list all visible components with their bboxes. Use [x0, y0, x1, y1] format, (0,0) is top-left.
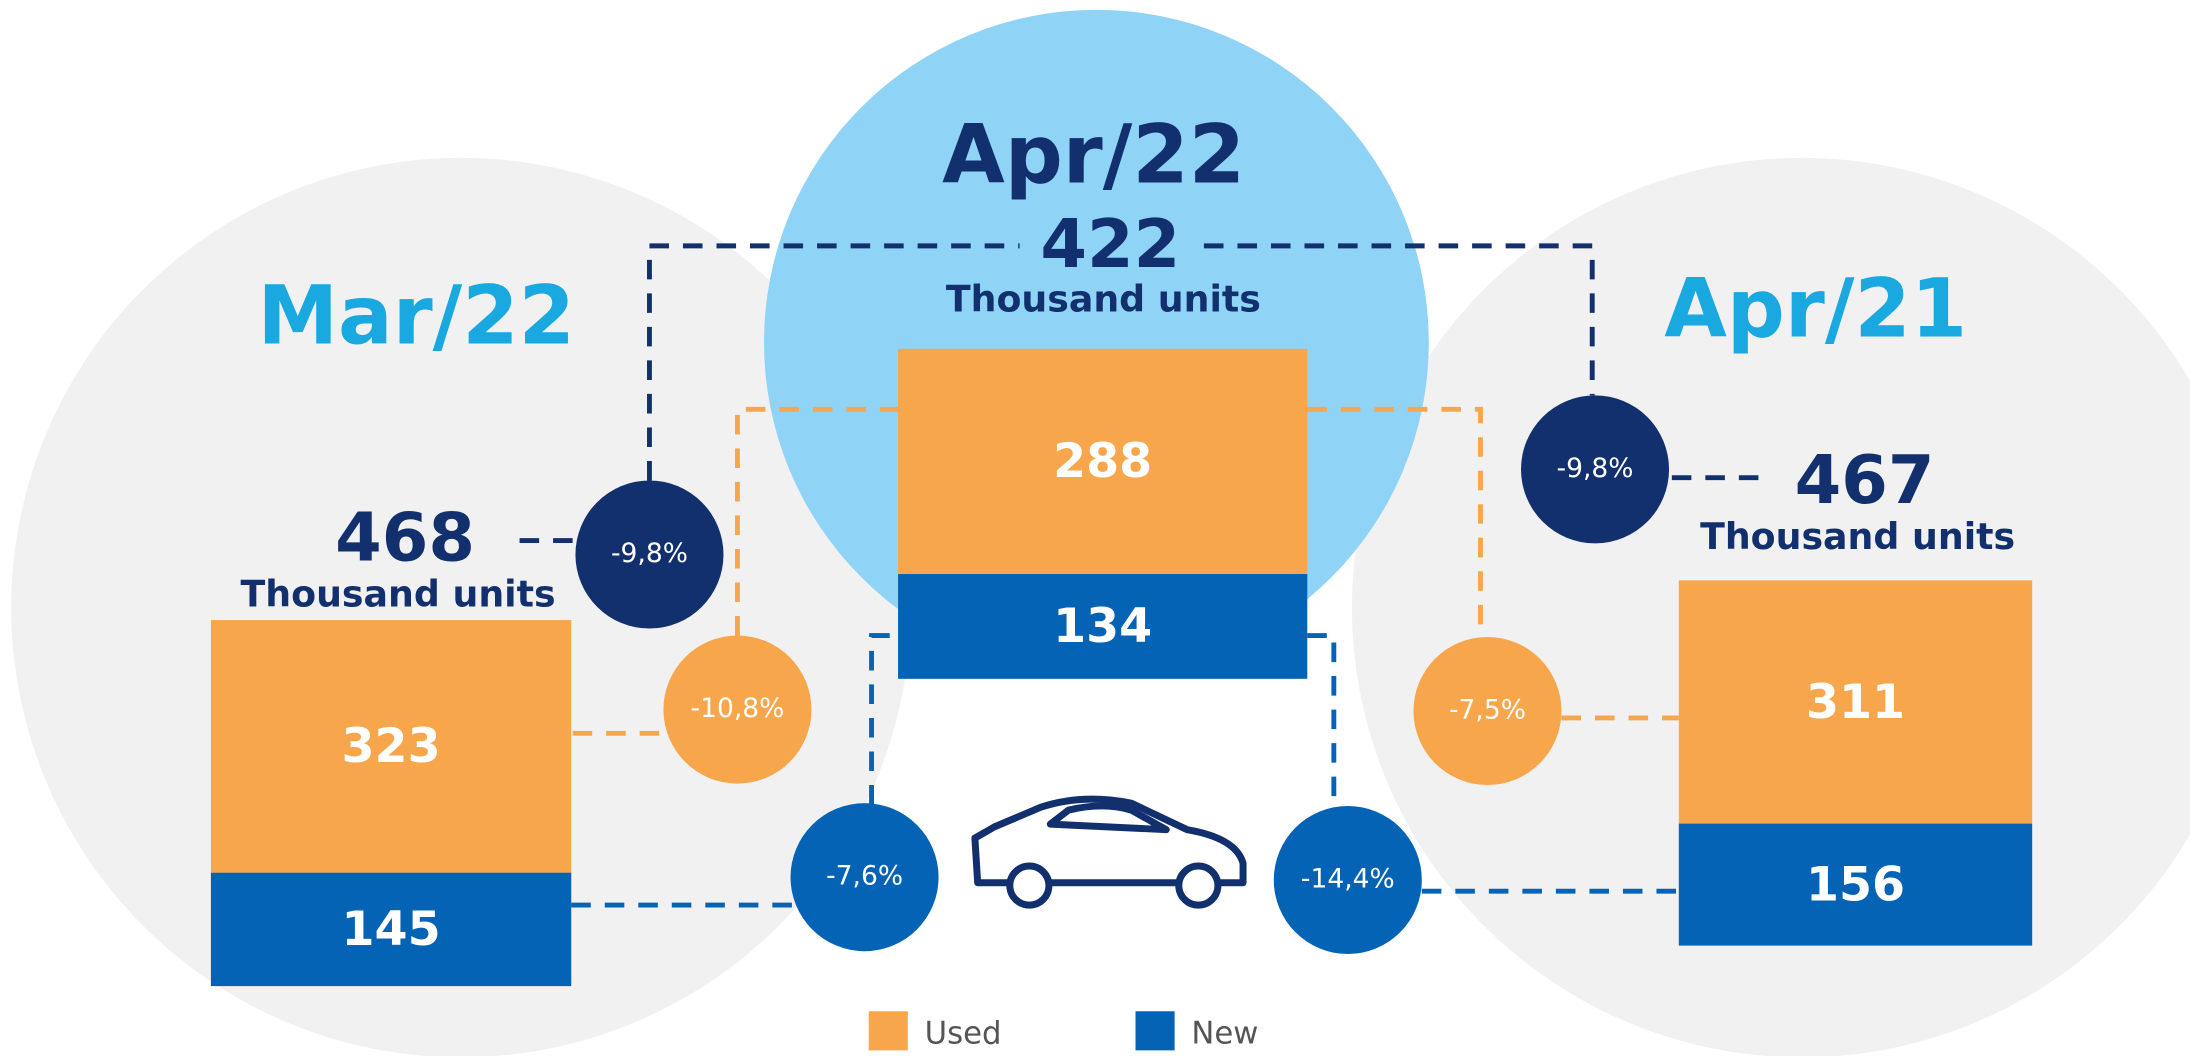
total-value: 467 [1795, 441, 1935, 519]
bar-used [898, 348, 1308, 575]
total-value: 422 [1040, 205, 1180, 283]
period-title: Apr/22 [942, 109, 1245, 203]
bar-new [210, 872, 572, 987]
change-badge [1520, 395, 1670, 544]
unit-label: Thousand units [946, 278, 1261, 321]
car-icon [971, 795, 1247, 909]
bar-new [1678, 823, 2033, 946]
change-badge [1273, 805, 1422, 954]
change-label: -9,8% [611, 538, 688, 569]
unit-label: Thousand units [1700, 515, 2015, 558]
change-label: -10,8% [691, 693, 785, 724]
legend-swatch [868, 1011, 908, 1051]
bar-label: 156 [1806, 857, 1905, 912]
bar-new [898, 574, 1308, 679]
bar-used [1678, 580, 2033, 824]
legend-swatch [1135, 1011, 1175, 1051]
bar-label: 288 [1053, 434, 1152, 489]
bar-label: 323 [342, 719, 441, 774]
change-label: -9,8% [1557, 453, 1634, 484]
period-title: Apr/21 [1664, 262, 1967, 356]
bar-label: 145 [342, 902, 441, 957]
change-badge [790, 803, 939, 952]
change-badge [663, 635, 812, 784]
bar-label: 134 [1053, 599, 1152, 654]
period-title: Mar/22 [257, 269, 575, 363]
total-value: 468 [335, 499, 475, 577]
unit-label: Thousand units [241, 572, 556, 615]
legend-label: Used [925, 1015, 1002, 1051]
legend-label: New [1191, 1015, 1258, 1051]
bar-used [210, 620, 572, 873]
bar-label: 311 [1806, 675, 1905, 730]
change-label: -14,4% [1301, 863, 1395, 894]
change-label: -7,6% [826, 861, 903, 892]
change-label: -7,5% [1449, 694, 1526, 725]
change-badge [575, 480, 724, 629]
change-badge [1413, 636, 1562, 785]
